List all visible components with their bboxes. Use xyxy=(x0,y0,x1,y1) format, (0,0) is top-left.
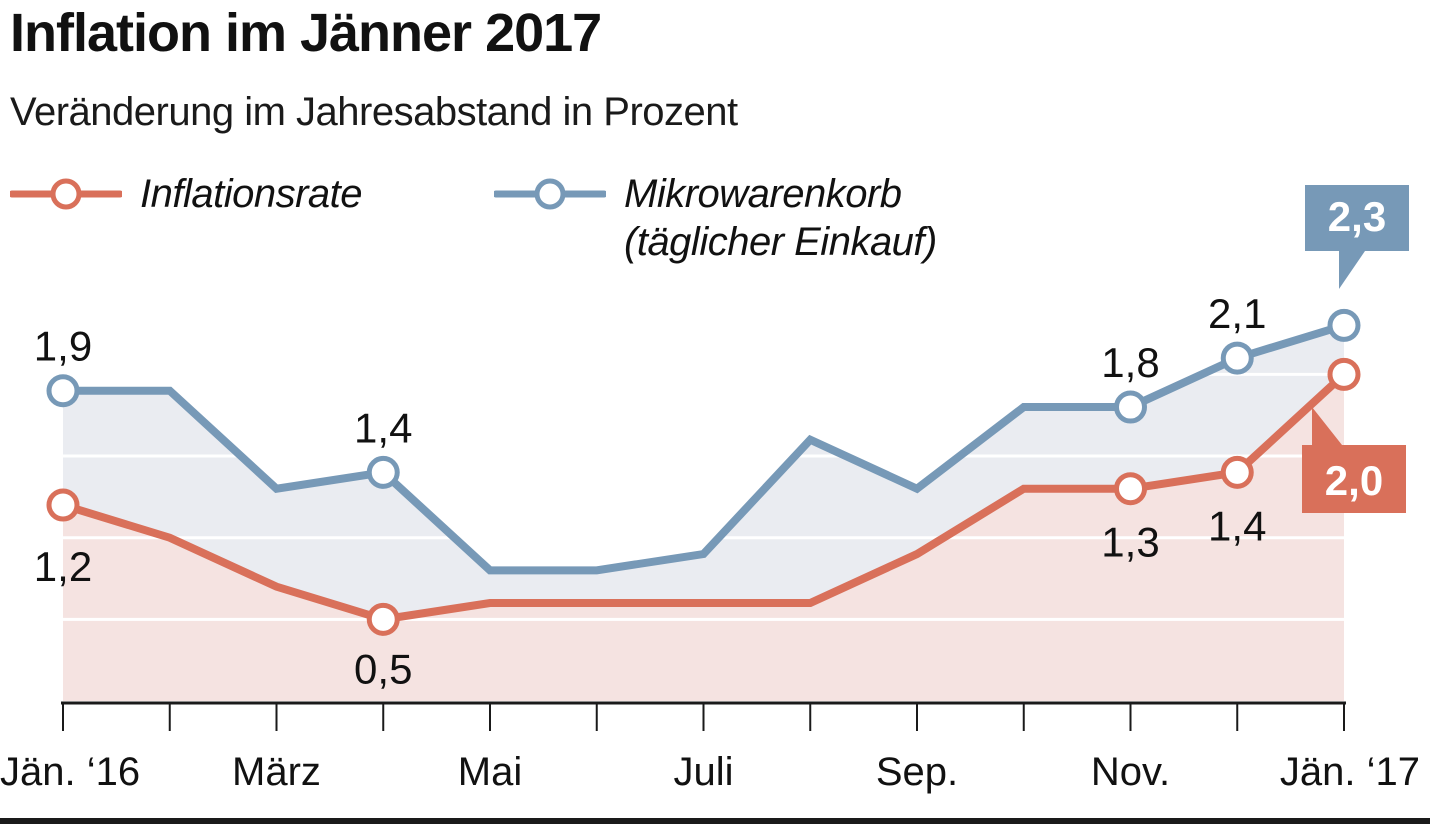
callout-label-inflation: 2,0 xyxy=(1325,457,1383,504)
marker-inflation xyxy=(46,488,80,522)
callout-mikro xyxy=(1305,185,1409,289)
bottom-rule xyxy=(0,818,1430,824)
legend-line-marker-icon-inflation xyxy=(10,178,122,210)
data-label-inflation: 1,3 xyxy=(1101,519,1159,566)
data-label-inflation: 0,5 xyxy=(354,645,412,692)
data-label-mikro: 2,1 xyxy=(1208,290,1266,337)
marker-inflation xyxy=(366,602,400,636)
data-label-mikro: 1,9 xyxy=(34,323,92,370)
x-tick-label: Juli xyxy=(673,750,733,794)
data-label-mikro: 1,4 xyxy=(354,404,412,451)
marker-mikro xyxy=(1114,390,1147,424)
x-tick-label: Jän. ‘16 xyxy=(0,750,140,794)
marker-inflation xyxy=(1220,455,1254,489)
callout-inflation xyxy=(1302,407,1406,513)
marker-mikro xyxy=(366,455,400,489)
x-tick-label: Mai xyxy=(458,750,522,794)
x-tick-label: März xyxy=(232,750,321,794)
callout-label-mikro: 2,3 xyxy=(1328,193,1386,240)
data-label-inflation: 1,4 xyxy=(1208,502,1266,549)
data-label-mikro: 1,8 xyxy=(1101,339,1159,386)
marker-inflation xyxy=(1327,357,1361,391)
legend-label-mikro: Mikrowarenkorb xyxy=(624,172,902,216)
marker-mikro xyxy=(46,374,80,408)
x-tick-label: Jän. ‘17 xyxy=(1280,750,1420,794)
legend-item-inflation: Inflationsrate xyxy=(10,170,363,218)
legend-label-inflation: Inflationsrate xyxy=(140,172,363,216)
chart-subtitle: Veränderung im Jahresabstand in Prozent xyxy=(10,90,738,134)
marker-inflation xyxy=(1114,472,1147,506)
marker-mikro xyxy=(1327,308,1361,342)
legend-label-mikro-sub: (täglicher Einkauf) xyxy=(624,220,937,264)
legend-line-marker-icon-mikro xyxy=(494,178,606,210)
x-tick-label: Sep. xyxy=(876,750,958,794)
marker-mikro xyxy=(1220,341,1254,375)
x-tick-label: Nov. xyxy=(1091,750,1170,794)
chart-title: Inflation im Jänner 2017 xyxy=(10,3,602,63)
data-label-inflation: 1,2 xyxy=(34,543,92,590)
legend-item-mikro: Mikrowarenkorb (täglicher Einkauf) xyxy=(494,170,937,266)
